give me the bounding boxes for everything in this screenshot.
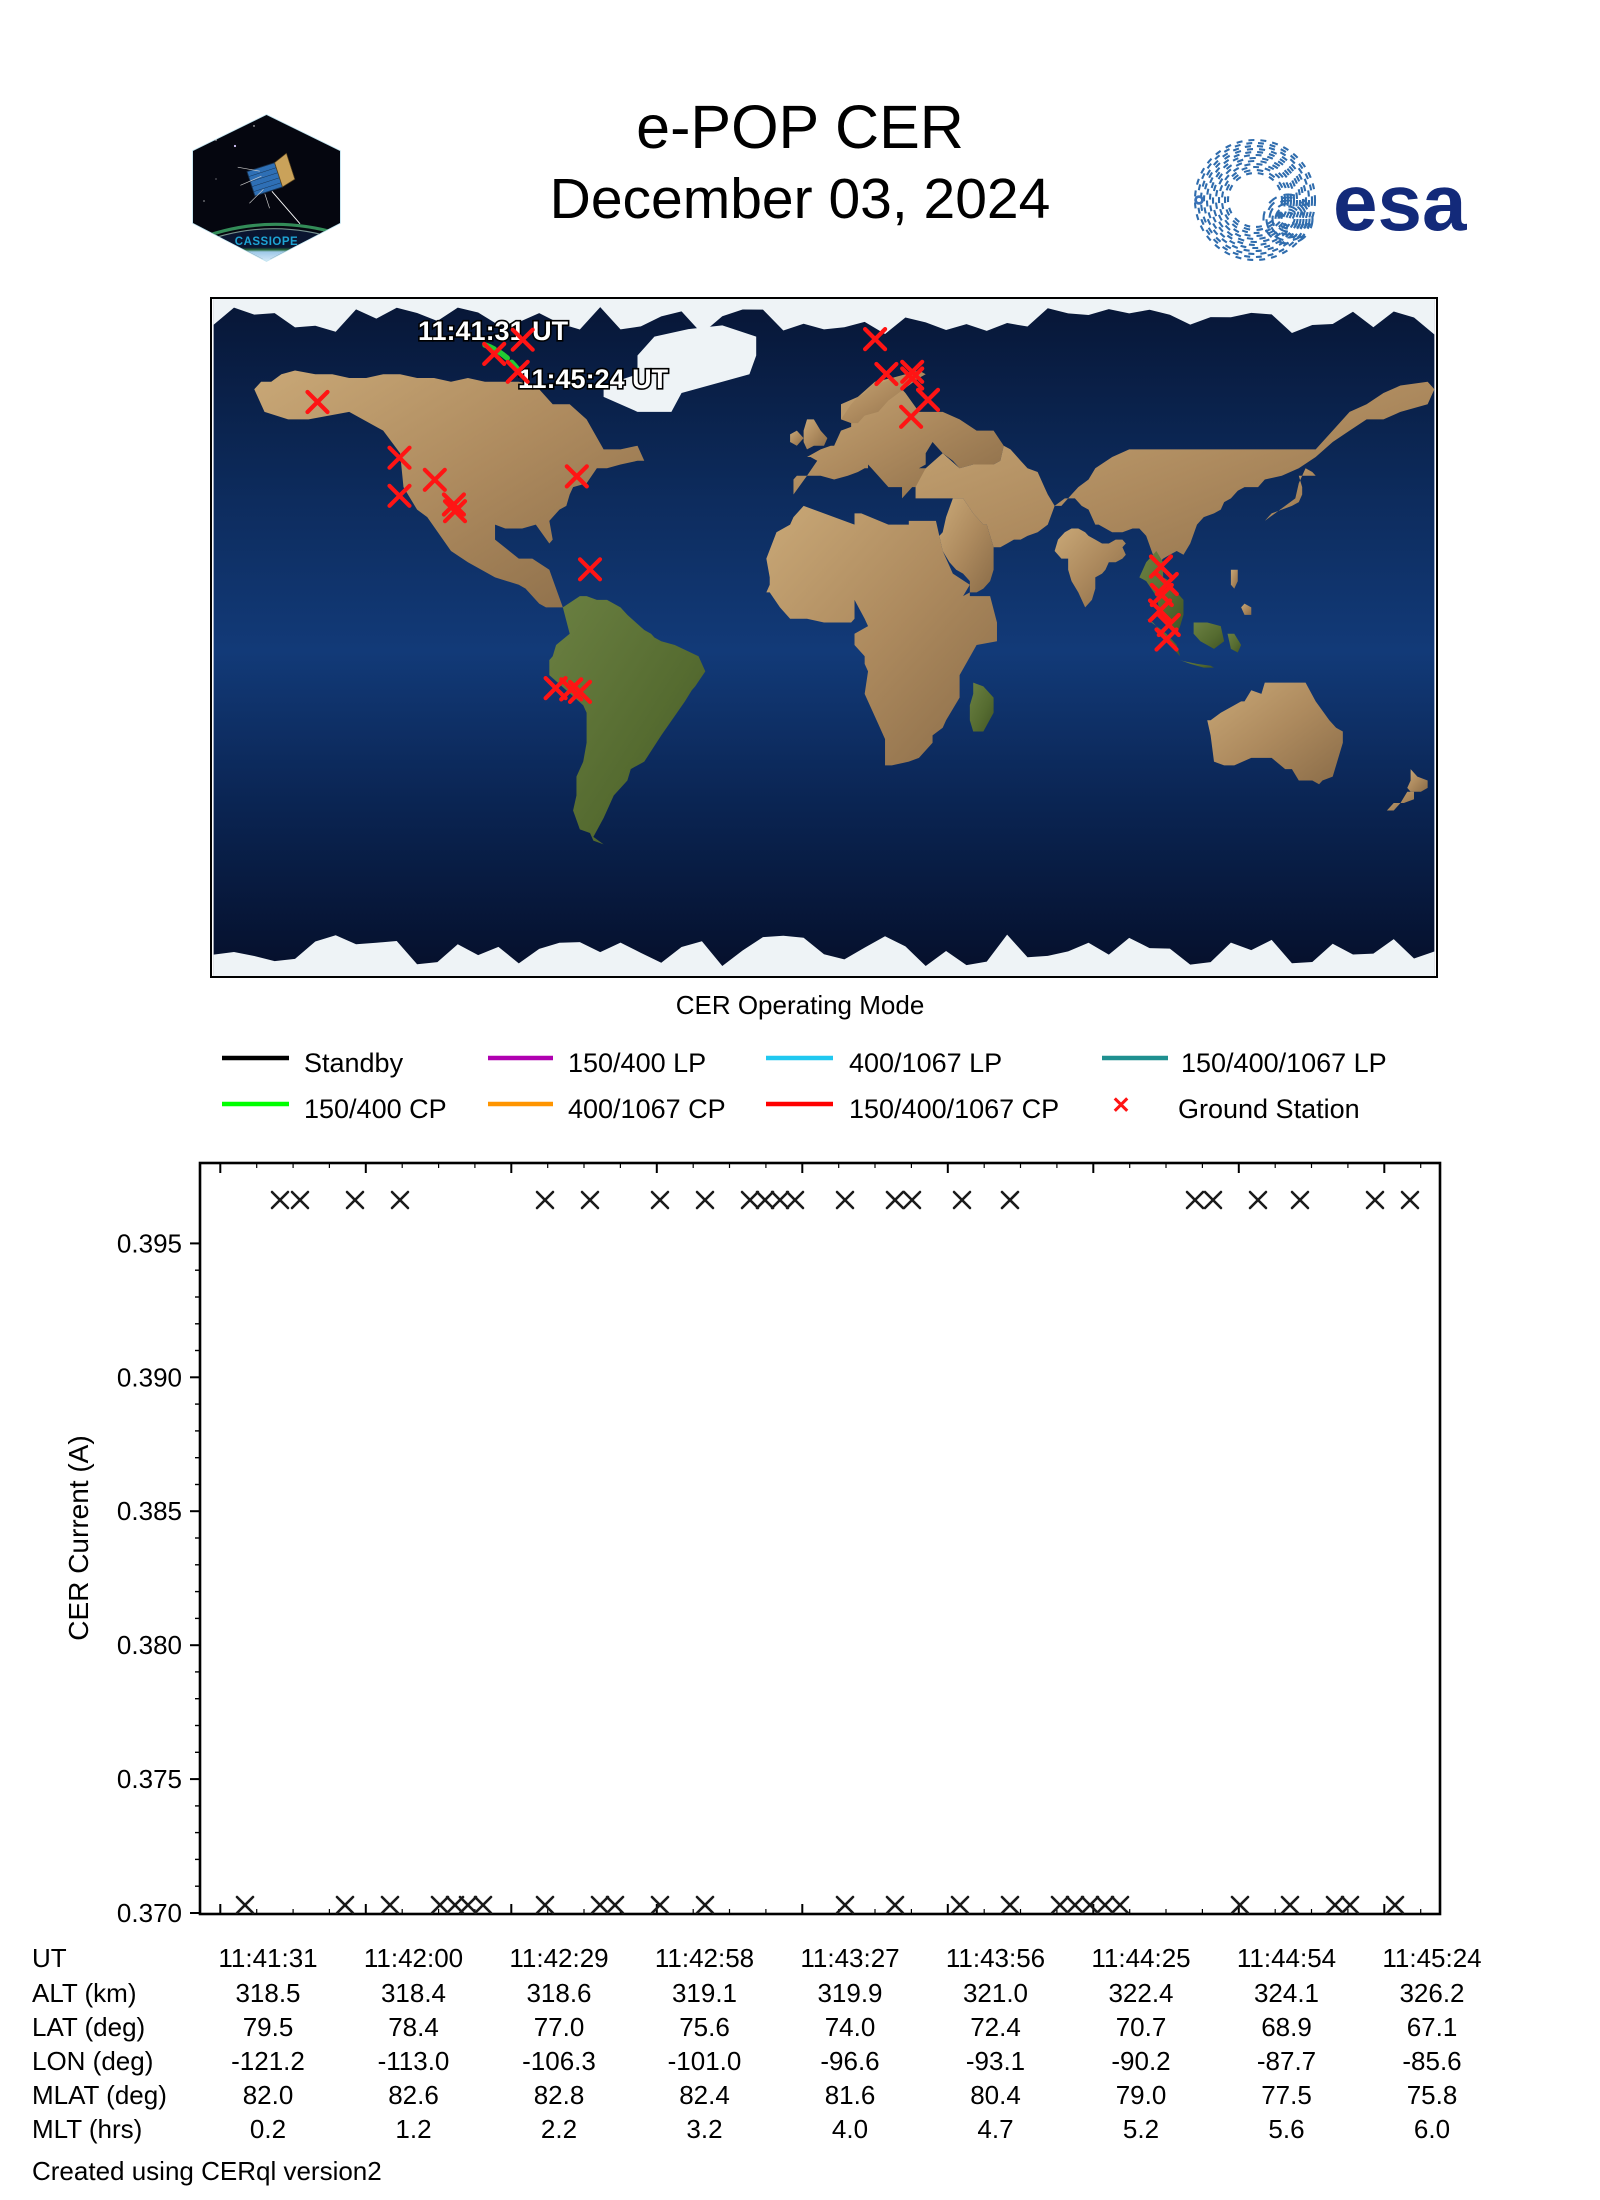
svg-text:75.6: 75.6 bbox=[679, 2012, 730, 2042]
svg-text:-121.2: -121.2 bbox=[231, 2046, 305, 2076]
svg-text:11:41:31: 11:41:31 bbox=[218, 1943, 317, 1973]
svg-text:MLAT (deg): MLAT (deg) bbox=[32, 2080, 167, 2110]
svg-text:11:42:29: 11:42:29 bbox=[509, 1943, 608, 1973]
svg-text:1.2: 1.2 bbox=[395, 2114, 431, 2144]
svg-text:77.0: 77.0 bbox=[534, 2012, 585, 2042]
svg-text:UT: UT bbox=[32, 1943, 67, 1973]
svg-text:11:42:00: 11:42:00 bbox=[364, 1943, 463, 1973]
svg-text:5.2: 5.2 bbox=[1123, 2114, 1159, 2144]
svg-text:2.2: 2.2 bbox=[541, 2114, 577, 2144]
svg-text:4.7: 4.7 bbox=[977, 2114, 1013, 2144]
svg-text:68.9: 68.9 bbox=[1261, 2012, 1312, 2042]
svg-text:70.7: 70.7 bbox=[1116, 2012, 1167, 2042]
svg-text:319.1: 319.1 bbox=[672, 1978, 737, 2008]
svg-text:ALT (km): ALT (km) bbox=[32, 1978, 136, 2008]
svg-text:318.6: 318.6 bbox=[526, 1978, 591, 2008]
svg-text:82.0: 82.0 bbox=[243, 2080, 294, 2110]
svg-text:11:45:24: 11:45:24 bbox=[1382, 1943, 1481, 1973]
svg-text:326.2: 326.2 bbox=[1399, 1978, 1464, 2008]
svg-text:77.5: 77.5 bbox=[1261, 2080, 1312, 2110]
svg-text:-113.0: -113.0 bbox=[378, 2046, 450, 2076]
svg-text:-106.3: -106.3 bbox=[522, 2046, 596, 2076]
svg-text:-93.1: -93.1 bbox=[966, 2046, 1025, 2076]
svg-text:3.2: 3.2 bbox=[686, 2114, 722, 2144]
svg-text:324.1: 324.1 bbox=[1254, 1978, 1319, 2008]
svg-text:11:43:56: 11:43:56 bbox=[946, 1943, 1045, 1973]
svg-text:0.2: 0.2 bbox=[250, 2114, 286, 2144]
svg-text:4.0: 4.0 bbox=[832, 2114, 868, 2144]
svg-text:72.4: 72.4 bbox=[970, 2012, 1021, 2042]
svg-text:318.4: 318.4 bbox=[381, 1978, 446, 2008]
svg-text:82.6: 82.6 bbox=[388, 2080, 439, 2110]
svg-text:MLT (hrs): MLT (hrs) bbox=[32, 2114, 142, 2144]
svg-text:-96.6: -96.6 bbox=[820, 2046, 879, 2076]
svg-text:11:44:54: 11:44:54 bbox=[1237, 1943, 1336, 1973]
svg-text:82.4: 82.4 bbox=[679, 2080, 730, 2110]
svg-text:321.0: 321.0 bbox=[963, 1978, 1028, 2008]
svg-text:319.9: 319.9 bbox=[817, 1978, 882, 2008]
svg-text:322.4: 322.4 bbox=[1108, 1978, 1173, 2008]
svg-text:5.6: 5.6 bbox=[1268, 2114, 1304, 2144]
svg-text:11:43:27: 11:43:27 bbox=[800, 1943, 899, 1973]
svg-text:80.4: 80.4 bbox=[970, 2080, 1021, 2110]
svg-text:11:42:58: 11:42:58 bbox=[655, 1943, 754, 1973]
svg-text:LAT (deg): LAT (deg) bbox=[32, 2012, 145, 2042]
svg-text:318.5: 318.5 bbox=[235, 1978, 300, 2008]
svg-text:75.8: 75.8 bbox=[1407, 2080, 1458, 2110]
svg-text:-90.2: -90.2 bbox=[1111, 2046, 1170, 2076]
svg-text:82.8: 82.8 bbox=[534, 2080, 585, 2110]
svg-text:-85.6: -85.6 bbox=[1402, 2046, 1461, 2076]
svg-text:79.5: 79.5 bbox=[243, 2012, 294, 2042]
svg-text:6.0: 6.0 bbox=[1414, 2114, 1450, 2144]
svg-text:74.0: 74.0 bbox=[825, 2012, 876, 2042]
svg-text:79.0: 79.0 bbox=[1116, 2080, 1167, 2110]
svg-text:-87.7: -87.7 bbox=[1257, 2046, 1316, 2076]
svg-text:81.6: 81.6 bbox=[825, 2080, 876, 2110]
svg-text:11:44:25: 11:44:25 bbox=[1091, 1943, 1190, 1973]
svg-text:67.1: 67.1 bbox=[1407, 2012, 1458, 2042]
svg-text:-101.0: -101.0 bbox=[668, 2046, 742, 2076]
svg-text:Created using CERql version2: Created using CERql version2 bbox=[32, 2156, 382, 2186]
svg-text:78.4: 78.4 bbox=[388, 2012, 439, 2042]
svg-text:LON (deg): LON (deg) bbox=[32, 2046, 153, 2076]
